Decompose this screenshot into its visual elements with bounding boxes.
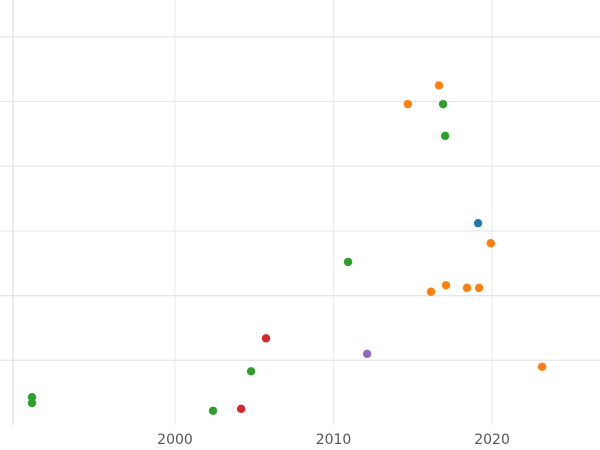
point <box>246 367 256 376</box>
point <box>403 99 413 109</box>
point <box>441 281 451 290</box>
x-tick-label: 2020 <box>474 432 510 448</box>
point <box>486 239 495 248</box>
point <box>440 131 450 141</box>
point <box>474 283 484 293</box>
point <box>362 349 372 359</box>
point <box>208 406 218 415</box>
point <box>343 257 353 267</box>
point <box>27 392 37 402</box>
x-tick-label: 2010 <box>316 432 352 448</box>
point <box>438 99 448 109</box>
point <box>462 283 472 293</box>
x-tick-label: 2000 <box>157 432 193 448</box>
point <box>27 398 37 408</box>
point <box>236 404 246 414</box>
point <box>473 218 483 228</box>
point <box>261 334 271 343</box>
point <box>537 362 547 371</box>
point <box>434 81 444 90</box>
point <box>426 287 436 296</box>
